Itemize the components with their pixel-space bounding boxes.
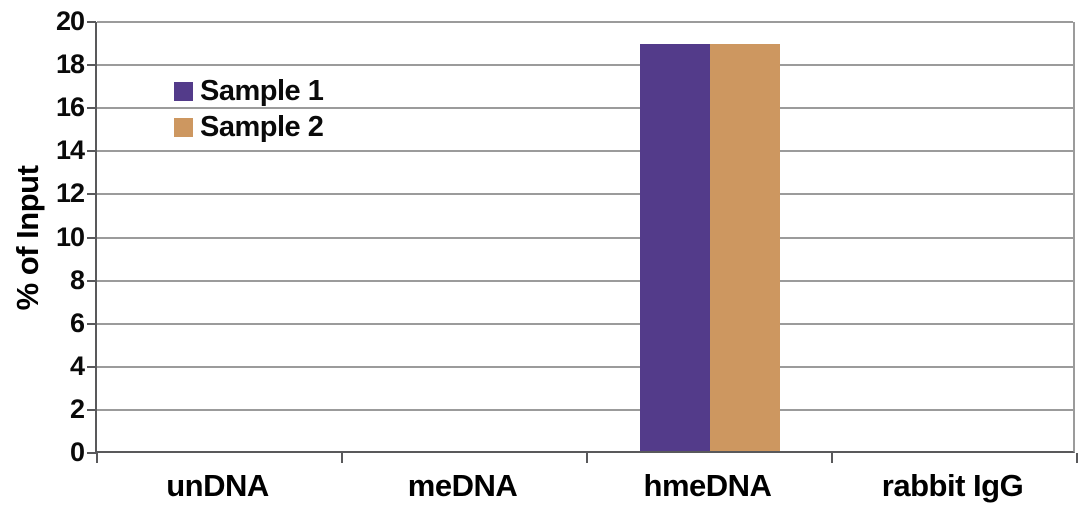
y-tick-label-4: 4 <box>69 350 85 381</box>
y-tick-label-18: 18 <box>55 49 85 80</box>
legend-swatch-icon <box>174 81 193 101</box>
x-label-undna: unDNA <box>166 468 269 503</box>
x-label-rabbitigg: rabbit IgG <box>881 468 1024 503</box>
y-tick-label-16: 16 <box>55 92 85 123</box>
x-axis-tick-2 <box>586 453 588 463</box>
y-axis-tick-0 <box>87 452 96 454</box>
y-tick-label-12: 12 <box>55 178 85 209</box>
gridline-y-20 <box>97 21 1073 23</box>
gridline-y-14 <box>97 150 1073 153</box>
x-axis-tick-4 <box>1076 453 1078 463</box>
x-axis-tick-0 <box>96 453 98 463</box>
y-tick-label-8: 8 <box>69 264 85 295</box>
y-tick-label-0: 0 <box>69 437 85 467</box>
y-axis-tick-10 <box>87 236 96 239</box>
y-axis-tick-18 <box>87 64 96 67</box>
x-axis-tick-3 <box>831 453 833 463</box>
bar-sample2-hmedna <box>709 43 780 451</box>
gridline-y-18 <box>97 64 1073 67</box>
legend-item-sample1: Sample 1 <box>174 75 324 107</box>
gridline-y-16 <box>97 107 1073 110</box>
plot-area <box>87 21 1078 463</box>
gridline-y-8 <box>97 279 1073 282</box>
y-axis-tick-12 <box>87 193 96 196</box>
y-axis-tick-20 <box>87 21 96 23</box>
y-tick-label-6: 6 <box>69 307 85 338</box>
x-label-medna: meDNA <box>407 468 518 503</box>
gridline-y-10 <box>97 236 1073 239</box>
legend-item-sample2: Sample 2 <box>174 111 324 143</box>
y-axis-tick-6 <box>87 322 96 325</box>
y-axis-tick-2 <box>87 408 96 411</box>
y-axis-tick-14 <box>87 150 96 153</box>
y-axis-tick-8 <box>87 279 96 282</box>
y-axis-tick-16 <box>87 107 96 110</box>
legend-label: Sample 1 <box>200 75 324 107</box>
gridline-y-4 <box>97 365 1073 368</box>
gridline-y-12 <box>97 193 1073 196</box>
y-tick-label-20: 20 <box>55 6 85 36</box>
legend: Sample 1 Sample 2 <box>174 75 324 148</box>
y-tick-label-14: 14 <box>55 135 85 166</box>
gridline-y-6 <box>97 322 1073 325</box>
y-tick-label-10: 10 <box>55 221 85 252</box>
x-axis-tick-1 <box>341 453 343 463</box>
y-axis-tick-4 <box>87 365 96 368</box>
y-tick-label-2: 2 <box>69 393 85 424</box>
x-label-hmedna: hmeDNA <box>643 468 772 503</box>
bar-sample1-hmedna <box>639 43 710 451</box>
legend-label: Sample 2 <box>200 111 324 143</box>
legend-swatch-icon <box>174 117 193 137</box>
gridline-y-2 <box>97 408 1073 411</box>
